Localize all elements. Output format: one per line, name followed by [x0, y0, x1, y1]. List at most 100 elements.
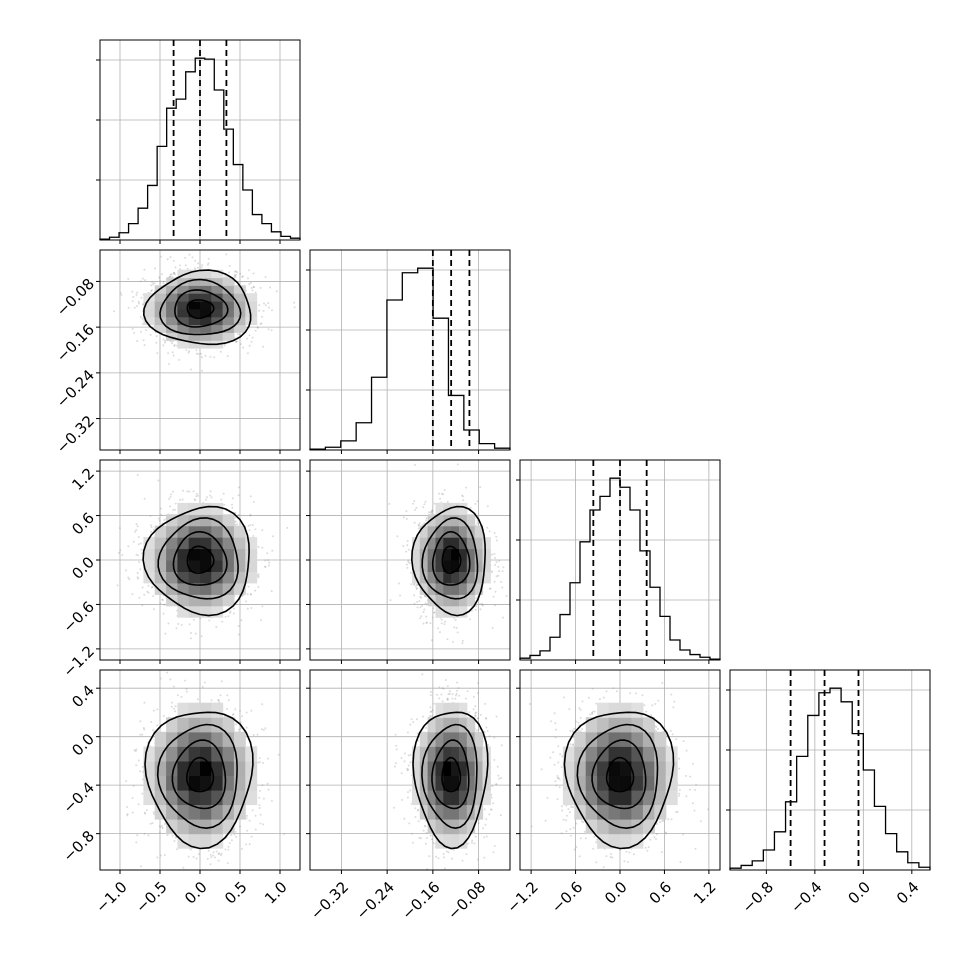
scatter-point: [210, 496, 213, 499]
scatter-point: [209, 494, 212, 497]
scatter-point: [419, 617, 422, 620]
scatter-point: [491, 627, 494, 629]
panel-content: [100, 460, 300, 660]
density-cell: [435, 582, 444, 595]
density-cell: [166, 293, 178, 302]
density-cell: [451, 560, 460, 572]
scatter-point: [479, 603, 481, 606]
density-cell: [166, 514, 178, 527]
scatter-point: [440, 618, 443, 621]
scatter-point: [121, 554, 124, 556]
density-cell: [233, 285, 246, 294]
scatter-point: [231, 248, 233, 250]
scatter-point: [201, 264, 204, 267]
density-cell: [143, 316, 156, 326]
scatter-point: [135, 529, 138, 532]
scatter-point: [246, 352, 249, 355]
scatter-point: [209, 355, 212, 358]
scatter-point: [137, 554, 140, 557]
scatter-point: [221, 620, 224, 623]
scatter-point: [208, 619, 211, 622]
density-cell: [222, 293, 235, 302]
scatter-point: [413, 594, 416, 597]
scatter-point: [166, 258, 169, 261]
scatter-point: [178, 264, 181, 267]
scatter-point: [432, 611, 435, 614]
density-cell: [177, 340, 190, 349]
scatter-point: [236, 523, 239, 526]
contour-line: [157, 517, 239, 600]
scatter-point: [162, 612, 165, 615]
scatter-point: [267, 564, 270, 567]
scatter-point: [234, 520, 237, 523]
scatter-point: [257, 576, 260, 579]
scatter-point: [142, 339, 145, 342]
scatter-point: [446, 500, 449, 503]
scatter-point: [236, 333, 239, 336]
density-cell: [459, 525, 468, 538]
density-cell: [177, 502, 190, 515]
scatter-point: [155, 335, 158, 338]
density-cell: [188, 571, 201, 584]
density-cell: [200, 502, 212, 515]
scatter-point: [258, 304, 261, 307]
contour-line: [431, 530, 471, 586]
density-cell: [233, 324, 246, 333]
density-cell: [222, 514, 235, 527]
scatter-point: [163, 603, 166, 606]
density-cell: [419, 525, 429, 538]
scatter-point: [152, 283, 154, 286]
density-cell: [466, 571, 476, 584]
scatter-point: [180, 624, 183, 626]
scatter-point: [136, 340, 139, 343]
scatter-point: [231, 497, 234, 500]
density-cell: [143, 537, 156, 550]
scatter-point: [453, 626, 456, 629]
density-cell: [211, 594, 224, 607]
histogram-panel: [306, 249, 511, 454]
contour-line: [186, 299, 215, 320]
density-cell: [451, 548, 460, 561]
scatter-point: [177, 622, 180, 625]
density-cell: [443, 548, 452, 561]
scatter-point: [257, 586, 260, 588]
density-cell: [451, 594, 460, 607]
scatter-point: [247, 585, 250, 588]
scatter-point: [476, 500, 479, 503]
scatter-point: [465, 486, 467, 489]
density-cell: [427, 514, 436, 527]
scatter-point: [422, 611, 425, 613]
density-cell: [222, 285, 235, 294]
scatter-point: [462, 499, 465, 502]
scatter-point: [252, 286, 255, 289]
scatter-point: [158, 277, 161, 280]
scatter-point: [405, 517, 408, 520]
scatter-point: [125, 569, 127, 572]
contour-line: [441, 545, 462, 575]
scatter-point: [149, 514, 152, 517]
density-cell: [466, 537, 476, 550]
contour-line: [421, 517, 479, 600]
corner-plot-panels: −0.32−0.24−0.16−0.08−1.2−0.60.00.61.2−0.…: [53, 39, 931, 923]
scatter-point: [494, 556, 497, 559]
density-cell: [143, 301, 156, 310]
scatter-point: [256, 326, 259, 329]
density-cell: [200, 605, 212, 618]
scatter-point: [424, 595, 427, 597]
scatter-point: [261, 529, 264, 532]
density-cell: [222, 537, 235, 550]
scatter-point: [431, 509, 433, 512]
scatter-point: [256, 326, 259, 329]
scatter-point: [429, 622, 432, 625]
scatter-point: [237, 633, 240, 636]
contour-line: [142, 269, 252, 346]
scatter-point: [431, 509, 434, 512]
density-cell: [200, 582, 212, 595]
scatter-point: [239, 825, 242, 828]
scatter-point: [137, 577, 140, 580]
density-cell: [188, 301, 201, 310]
scatter-point: [407, 561, 410, 563]
scatter-point: [246, 593, 249, 596]
density-cell: [188, 277, 201, 286]
scatter-point: [262, 309, 265, 312]
